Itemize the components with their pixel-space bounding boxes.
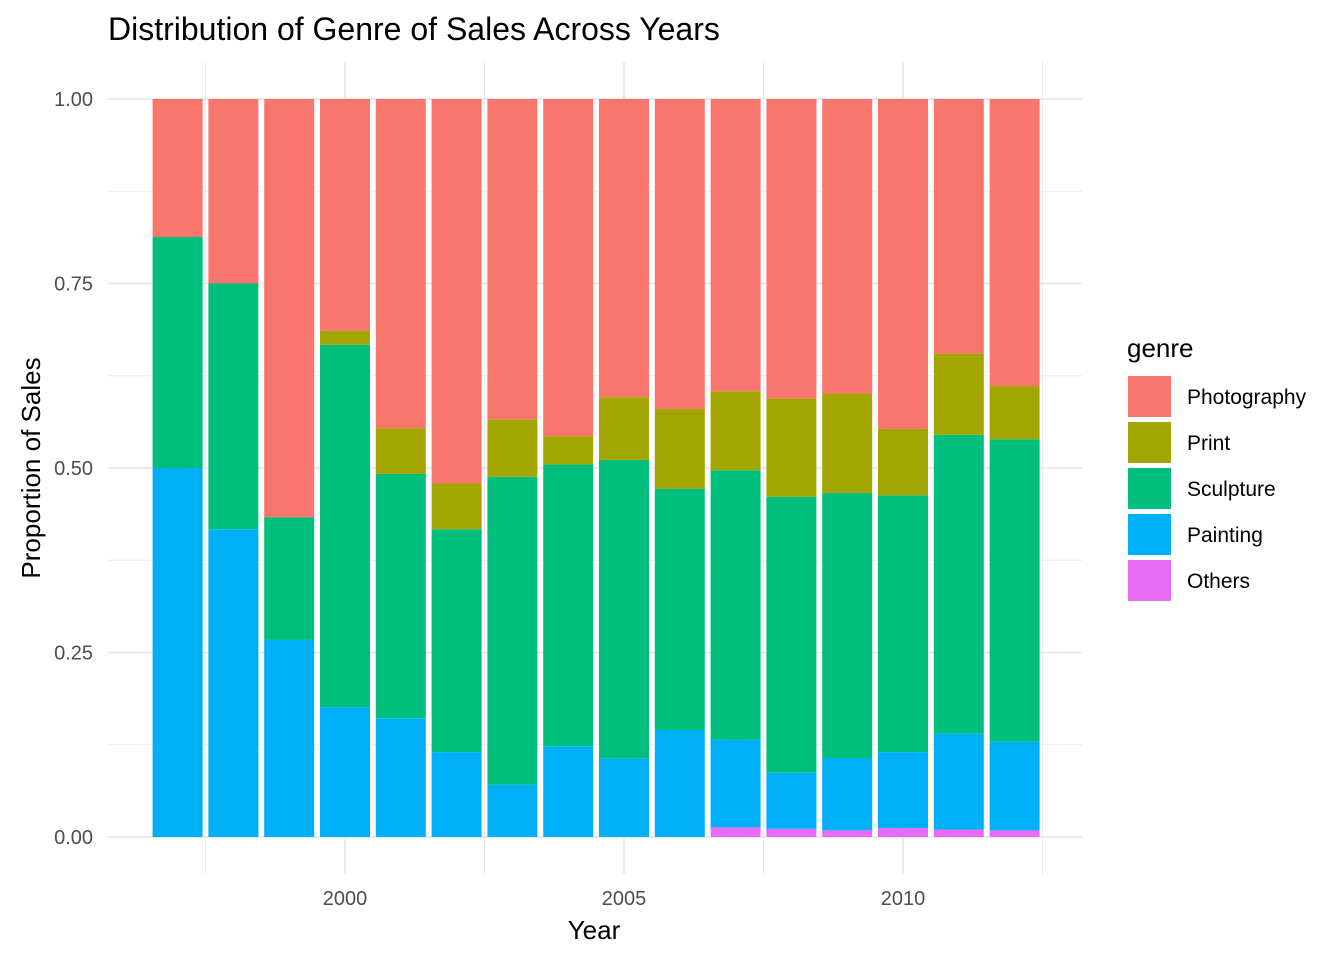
legend-label-photography: Photography (1187, 386, 1307, 409)
legend-label-sculpture: Sculpture (1187, 478, 1276, 501)
bar-painting-2012 (989, 741, 1040, 831)
x-axis-ticks: 2000 2005 2010 (323, 888, 926, 910)
bar-print-2008 (766, 398, 817, 497)
bar-photography-2000 (320, 99, 370, 331)
bar-photography-2012 (989, 99, 1040, 387)
y-tick-label: 0.25 (54, 643, 93, 665)
bar-print-2011 (933, 353, 984, 435)
y-tick-label: 1.00 (54, 89, 93, 111)
x-tick-label: 2000 (323, 888, 368, 910)
bar-sculpture-2000 (320, 344, 370, 708)
bar-sculpture-2012 (989, 439, 1040, 742)
bar-painting-2010 (878, 752, 928, 829)
y-axis-ticks: 0.00 0.25 0.50 0.75 1.00 (54, 89, 93, 849)
x-axis-title: Year (568, 915, 621, 945)
bar-print-2007 (710, 391, 761, 471)
legend-swatch-sculpture (1128, 468, 1171, 509)
chart-title: Distribution of Genre of Sales Across Ye… (108, 11, 720, 47)
bar-others-2009 (822, 830, 873, 837)
bar-painting-2002 (431, 752, 482, 837)
bar-photography-2005 (599, 99, 649, 398)
bar-painting-2009 (822, 758, 873, 831)
bar-others-2010 (878, 828, 928, 837)
bar-photography-2011 (933, 99, 984, 354)
bar-sculpture-2005 (599, 459, 649, 759)
legend-label-painting: Painting (1187, 524, 1263, 547)
y-tick-label: 0.75 (54, 274, 93, 296)
bars (152, 99, 1040, 837)
bar-sculpture-2006 (654, 488, 705, 730)
bar-sculpture-2004 (543, 464, 594, 747)
bar-print-2010 (878, 428, 928, 496)
bar-painting-2007 (710, 739, 761, 828)
legend-label-others: Others (1187, 570, 1250, 593)
bar-painting-2001 (375, 718, 426, 837)
bar-print-2009 (822, 393, 873, 494)
bar-painting-2000 (320, 707, 370, 837)
y-tick-label: 0.50 (54, 458, 93, 480)
bar-photography-1999 (264, 99, 315, 518)
bar-photography-2004 (543, 99, 594, 437)
legend-swatch-print (1128, 422, 1171, 463)
bar-print-2003 (487, 419, 538, 477)
bar-others-2008 (766, 828, 817, 837)
bar-photography-2006 (654, 99, 705, 409)
bar-print-2004 (543, 436, 594, 465)
bar-painting-2005 (599, 758, 649, 837)
bar-sculpture-1998 (208, 283, 259, 530)
bar-painting-1997 (152, 468, 203, 837)
bar-photography-2002 (431, 99, 482, 484)
legend-label-print: Print (1187, 432, 1230, 455)
bar-sculpture-2003 (487, 476, 538, 785)
legend-swatch-others (1128, 560, 1171, 601)
bar-print-2002 (431, 483, 482, 530)
bar-photography-1998 (208, 99, 259, 284)
bar-sculpture-1997 (152, 237, 203, 468)
bar-painting-2003 (487, 784, 538, 837)
bar-photography-1997 (152, 99, 203, 238)
bar-painting-1999 (264, 639, 315, 837)
bar-others-2011 (933, 829, 984, 837)
x-tick-label: 2005 (602, 888, 647, 910)
bar-print-2005 (599, 397, 649, 460)
bar-sculpture-2011 (933, 434, 984, 734)
bar-sculpture-2008 (766, 496, 817, 773)
bar-painting-2004 (543, 746, 594, 837)
legend-swatch-photography (1128, 376, 1171, 417)
bar-sculpture-2010 (878, 495, 928, 753)
bar-sculpture-1999 (264, 517, 315, 640)
bar-others-2007 (710, 827, 761, 837)
bar-photography-2010 (878, 99, 928, 429)
bar-painting-2011 (933, 733, 984, 830)
legend: Photography Print Sculpture Painting Others (1128, 376, 1307, 601)
bar-painting-2006 (654, 729, 705, 837)
bar-sculpture-2007 (710, 470, 761, 740)
bar-sculpture-2001 (375, 473, 426, 719)
bar-photography-2001 (375, 99, 426, 429)
legend-title: genre (1127, 333, 1194, 363)
bar-sculpture-2009 (822, 493, 873, 759)
bar-print-2000 (320, 330, 370, 345)
bar-print-2012 (989, 386, 1040, 440)
bar-photography-2009 (822, 99, 873, 394)
bar-photography-2007 (710, 99, 761, 392)
bar-others-2012 (989, 830, 1040, 837)
bar-photography-2008 (766, 99, 817, 399)
bar-sculpture-2002 (431, 529, 482, 753)
y-tick-label: 0.00 (54, 827, 93, 849)
bar-print-2006 (654, 408, 705, 489)
bar-painting-2008 (766, 772, 817, 829)
bar-photography-2003 (487, 99, 538, 420)
bar-painting-1998 (208, 529, 259, 837)
legend-swatch-painting (1128, 514, 1171, 555)
bar-print-2001 (375, 428, 426, 474)
x-tick-label: 2010 (881, 888, 926, 910)
y-axis-title: Proportion of Sales (16, 357, 46, 578)
